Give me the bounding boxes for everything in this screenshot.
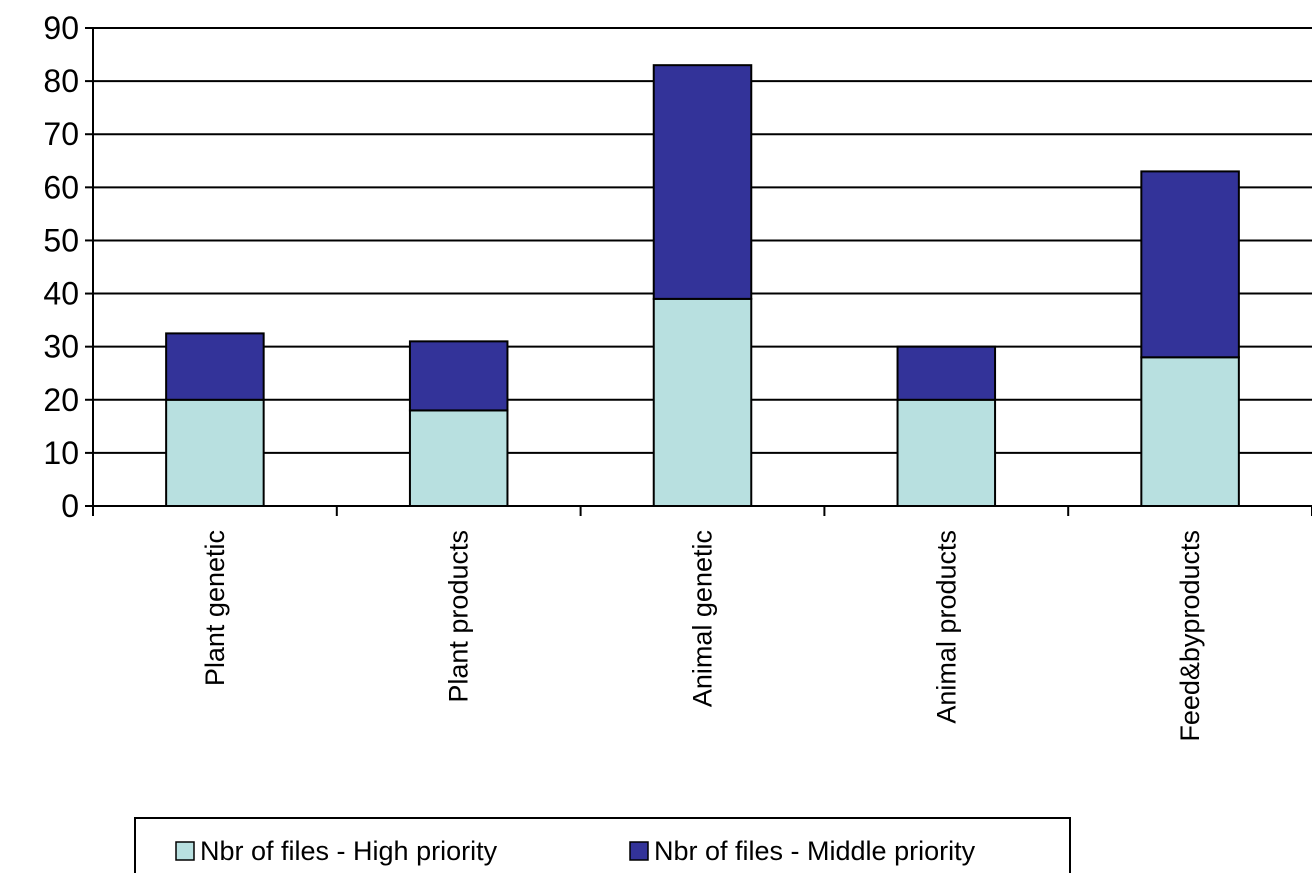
y-tick-label: 50: [43, 222, 79, 258]
bar-segment-middle-priority: [1140, 170, 1240, 359]
bar-segment-high-priority: [896, 398, 997, 507]
bar-segment-middle-priority: [652, 64, 753, 300]
legend-label: Nbr of files - High priority: [200, 836, 498, 866]
bar-segment-high-priority: [1140, 356, 1240, 507]
bar-segment-middle-priority: [408, 340, 509, 412]
legend-box: [134, 817, 1071, 873]
x-category-label: Plant genetic: [200, 530, 230, 686]
legend: Nbr of files - High priority Nbr of files…: [134, 817, 1071, 873]
y-tick-label: 0: [61, 488, 79, 524]
y-tick-label: 20: [43, 382, 79, 418]
y-tick-label: 90: [43, 10, 79, 46]
bar-segment-high-priority: [408, 409, 509, 507]
x-category-label: Plant products: [444, 530, 474, 703]
legend-swatch: [175, 841, 195, 861]
x-category-label: Animal products: [931, 530, 961, 724]
bar-segment-high-priority: [165, 398, 265, 507]
axes: [85, 27, 1312, 516]
y-tick-label: 30: [43, 329, 79, 365]
y-tick-label: 40: [43, 276, 79, 312]
bar-segment-middle-priority: [165, 332, 265, 401]
x-category-label: Animal genetic: [688, 530, 718, 707]
legend-label: Nbr of files - Middle priority: [654, 836, 976, 866]
bars: [165, 64, 1240, 507]
x-category-labels: Plant genetic Plant products Animal geneti…: [200, 530, 1205, 742]
bar-segment-high-priority: [652, 297, 753, 507]
bar-segment-middle-priority: [896, 345, 997, 401]
y-tick-label: 10: [43, 435, 79, 471]
y-tick-labels: 0 10 20 30 40 50 60 70 80 90: [43, 10, 79, 524]
y-tick-label: 70: [43, 116, 79, 152]
legend-swatch: [629, 841, 649, 861]
x-category-label: Feed&byproducts: [1175, 530, 1205, 742]
y-tick-label: 80: [43, 63, 79, 99]
y-tick-label: 60: [43, 169, 79, 205]
